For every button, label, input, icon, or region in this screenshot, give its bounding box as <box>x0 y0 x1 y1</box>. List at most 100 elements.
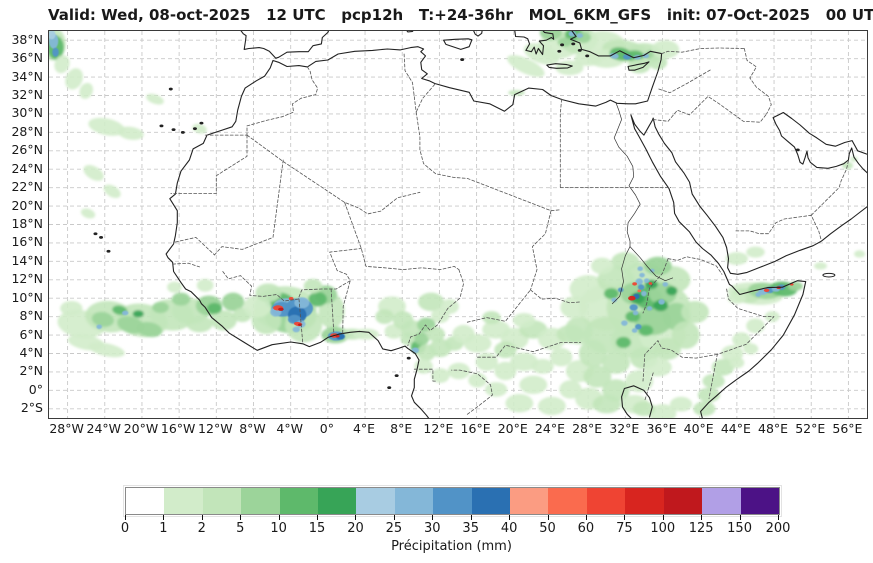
precip-cell <box>221 292 245 312</box>
island-dot <box>406 356 411 360</box>
colorbar-tick <box>278 515 280 520</box>
lon-axis-label: 44°E <box>720 421 751 436</box>
precip-cell <box>853 250 866 258</box>
precip-cell <box>192 123 207 134</box>
colorbar-tick <box>739 515 741 520</box>
precip-cell <box>643 358 672 377</box>
colorbar-segment <box>433 488 472 514</box>
colorbar-segment <box>586 488 626 514</box>
colorbar-segment <box>356 488 395 514</box>
colorbar-segment <box>510 488 549 514</box>
colorbar-tick <box>624 515 626 520</box>
precip-cell <box>418 292 445 312</box>
colorbar-tick-label: 2 <box>197 521 206 536</box>
lon-axis-label: 12°W <box>198 421 233 436</box>
precip-cell <box>576 33 584 38</box>
lon-axis-label: 32°E <box>609 421 640 436</box>
precip-cell <box>727 292 747 304</box>
precip-cell <box>631 328 638 333</box>
country-border <box>342 280 351 334</box>
precip-cell <box>278 307 284 311</box>
precip-cell <box>79 82 94 99</box>
precip-cell <box>512 312 536 328</box>
precip-cell <box>568 31 577 37</box>
precip-cell <box>609 53 619 59</box>
island-dot <box>180 130 185 134</box>
colorbar-tick <box>163 515 165 520</box>
country-border <box>708 288 775 399</box>
lon-axis-label: 24°E <box>534 421 565 436</box>
colorbar-tick <box>509 515 511 520</box>
precipitation-colorbar <box>123 485 782 517</box>
precip-cell <box>629 304 638 311</box>
precip-cell <box>621 320 628 326</box>
colorbar-label: Précipitation (mm) <box>391 539 512 554</box>
precip-cell <box>475 352 498 372</box>
precip-cell <box>649 268 655 273</box>
island-dot <box>460 58 465 61</box>
lon-axis-label: 24°W <box>86 421 122 436</box>
country-border <box>214 159 284 256</box>
country-border <box>667 256 723 275</box>
lat-axis-label: 20°N <box>11 197 43 213</box>
country-border <box>658 69 712 94</box>
lat-axis-label: 10°N <box>11 289 43 305</box>
colorbar-tick-label: 15 <box>308 521 326 536</box>
precip-cell <box>80 208 96 219</box>
island-dot <box>577 48 582 52</box>
island-dot <box>192 127 197 131</box>
precip-cell <box>152 301 169 313</box>
precip-cell <box>637 289 642 293</box>
precip-cell <box>531 359 554 374</box>
island-dot <box>199 121 204 125</box>
colorbar-tick-label: 125 <box>688 521 714 536</box>
lon-axis-label: 48°E <box>758 421 789 436</box>
lon-axis-label: 36°E <box>646 421 677 436</box>
precip-cell <box>292 326 300 333</box>
island-dot <box>557 49 562 53</box>
country-border <box>735 214 822 242</box>
colorbar-tick-label: 50 <box>539 521 556 536</box>
precip-cell <box>484 382 508 397</box>
lat-axis-label: 8°N <box>19 308 43 324</box>
colorbar-tick-label: 40 <box>500 521 518 536</box>
precip-cell <box>88 117 125 136</box>
precip-cell <box>117 126 144 140</box>
island-dot <box>99 236 104 239</box>
precip-cell <box>103 184 121 199</box>
lon-axis-label: 28°E <box>572 421 603 436</box>
colorbar-tick-label: 30 <box>424 521 441 536</box>
colorbar-tick-label: 10 <box>270 521 287 536</box>
country-border <box>530 210 552 291</box>
precip-cell <box>611 297 617 303</box>
colorbar-tick-label: 25 <box>385 521 403 536</box>
precip-cell <box>494 341 517 359</box>
lon-axis-label: 40°E <box>683 421 714 436</box>
precip-cell <box>746 246 765 258</box>
precip-cell <box>537 396 566 416</box>
sicily-coastline <box>443 38 473 50</box>
precip-cell <box>482 311 501 325</box>
lat-axis-label: 18°N <box>11 216 43 231</box>
precip-cell <box>574 51 603 67</box>
precip-cell <box>702 373 725 389</box>
precip-cell <box>171 292 191 306</box>
colorbar-tick <box>317 515 319 520</box>
precip-cell <box>592 394 621 414</box>
precip-cell <box>641 290 647 297</box>
sardinia-coastline <box>406 31 414 33</box>
precip-cell <box>648 54 668 70</box>
precip-cell <box>431 368 450 383</box>
precip-cell <box>611 252 640 271</box>
colorbar-tick <box>778 515 779 520</box>
country-border <box>451 369 493 415</box>
lat-axis-label: 28°N <box>11 123 43 139</box>
precip-cell <box>550 347 573 367</box>
precip-cell <box>651 40 680 59</box>
colorbar-segment <box>279 488 319 514</box>
island-dots <box>93 42 836 389</box>
precip-cell <box>763 288 770 293</box>
precip-cell <box>136 321 163 338</box>
colorbar-segment <box>548 488 587 514</box>
precip-cell <box>60 300 83 316</box>
